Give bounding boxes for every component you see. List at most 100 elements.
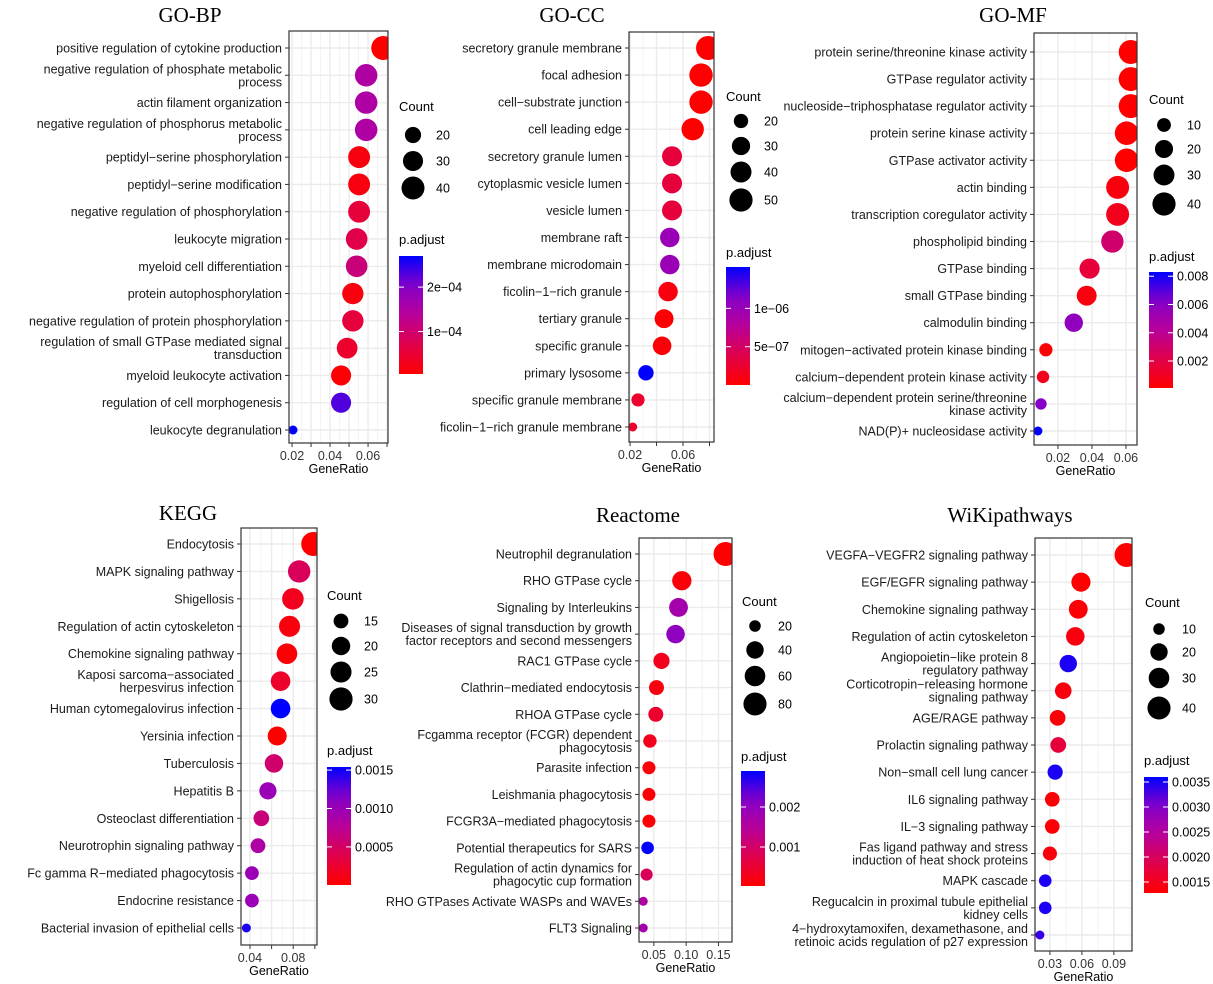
color-legend-label: 0.001 <box>769 841 800 855</box>
data-point <box>1101 230 1124 253</box>
data-point <box>672 571 692 591</box>
y-tick-label: Neurotrophin signaling pathway <box>59 839 235 853</box>
y-tick-label-line: Regulation of actin cytoskeleton <box>852 630 1029 644</box>
x-tick-label: 0.06 <box>1114 451 1138 465</box>
data-point <box>689 90 713 114</box>
y-tick-label-line: phospholipid binding <box>913 235 1027 249</box>
size-legend-key <box>329 687 353 711</box>
y-tick-label-line: Neutrophil degranulation <box>496 548 632 562</box>
colorbar <box>327 767 351 885</box>
y-tick-label: FCGR3A−mediated phagocytosis <box>446 815 632 829</box>
y-tick-label-line: mitogen−activated protein kinase binding <box>800 343 1027 357</box>
y-tick-label: leukocyte degranulation <box>150 424 282 438</box>
y-tick-label: Non−small cell lung cancer <box>878 766 1028 780</box>
y-tick-label: secretory granule membrane <box>462 42 622 56</box>
y-tick-label-line: phagocytosis <box>559 741 632 755</box>
y-tick-label: peptidyl−serine modification <box>127 178 282 192</box>
x-tick-label: 0.06 <box>356 449 380 463</box>
data-point <box>1035 930 1045 940</box>
y-tick-label-line: Endocytosis <box>167 538 234 552</box>
data-point <box>1064 313 1083 332</box>
y-tick-label: transcription coregulator activity <box>851 208 1028 222</box>
data-point <box>241 923 251 933</box>
data-point <box>336 337 358 359</box>
data-point <box>629 422 638 432</box>
size-legend-key <box>1157 118 1171 132</box>
size-legend-key <box>749 620 761 632</box>
size-legend-label: 15 <box>364 615 378 629</box>
y-tick-label-line: phagocytic cup formation <box>493 875 632 889</box>
color-legend-label: 0.002 <box>1177 355 1208 369</box>
y-tick-label-line: actin filament organization <box>137 96 282 110</box>
size-legend-key <box>1153 623 1165 635</box>
size-legend-key <box>331 636 351 656</box>
y-tick-label-line: Prolactin signaling pathway <box>877 739 1029 753</box>
data-point <box>1038 901 1052 915</box>
y-tick-label-line: calmodulin binding <box>923 316 1027 330</box>
y-tick-label-line: GTPase activator activity <box>889 154 1028 168</box>
data-point <box>1076 285 1097 306</box>
x-axis-title: GeneRatio <box>1056 464 1116 478</box>
colorbar <box>1149 272 1173 388</box>
data-point <box>245 893 259 908</box>
y-tick-label: cell leading edge <box>528 123 622 137</box>
size-legend-key <box>1154 139 1174 159</box>
size-legend-title: Count <box>399 99 434 114</box>
panel-reactome: Reactome Neutrophil degranulation RHO GTPa… <box>386 503 800 975</box>
data-point <box>354 118 378 142</box>
y-tick-label-line: myeloid cell differentiation <box>138 260 282 274</box>
y-tick-label-line: nucleoside−triphosphatase regulator acti… <box>783 100 1027 114</box>
data-point <box>1106 175 1130 199</box>
y-tick-label-line: tertiary granule <box>539 312 622 326</box>
data-point <box>641 841 654 855</box>
y-tick-label-line: induction of heat shock proteins <box>852 854 1028 868</box>
color-legend-label: 0.0025 <box>1172 826 1210 840</box>
y-tick-label: phospholipid binding <box>913 235 1027 249</box>
y-tick-label-line: primary lysosome <box>524 366 622 380</box>
y-tick-label-line: FCGR3A−mediated phagocytosis <box>446 815 632 829</box>
y-tick-label-line: Regucalcin in proximal tubule epithelial <box>812 895 1028 909</box>
data-point <box>681 118 704 141</box>
data-point <box>270 698 291 719</box>
data-point <box>1049 710 1066 726</box>
color-legend-label: 1e−04 <box>427 325 462 339</box>
y-tick-label: NAD(P)+ nucleosidase activity <box>859 425 1028 439</box>
y-tick-label-line: Clathrin−mediated endocytosis <box>461 681 632 695</box>
y-tick-label-line: Regulation of actin cytoskeleton <box>58 620 235 634</box>
size-legend-key <box>1148 667 1170 689</box>
y-tick-label: MAPK signaling pathway <box>96 565 235 579</box>
y-tick-label-line: Chemokine signaling pathway <box>862 603 1029 617</box>
plot-border <box>1033 32 1138 446</box>
y-tick-label: RAC1 GTPase cycle <box>517 654 632 668</box>
y-tick-label: GTPase regulator activity <box>887 73 1028 87</box>
panel-title: WiKipathways <box>947 503 1072 527</box>
data-point <box>289 425 298 435</box>
y-tick-label: calcium−dependent protein kinase activit… <box>795 370 1027 384</box>
data-point <box>639 923 648 933</box>
data-point <box>638 365 654 381</box>
data-point <box>662 173 683 194</box>
data-point <box>267 726 287 746</box>
y-tick-label-line: membrane raft <box>541 231 623 245</box>
y-tick-label-line: specific granule membrane <box>472 393 622 407</box>
data-point <box>1054 682 1072 700</box>
y-tick-label: MAPK cascade <box>943 874 1029 888</box>
y-tick-label: Diseases of signal transduction by growt… <box>401 621 632 648</box>
data-point <box>1071 572 1091 592</box>
data-point <box>276 643 298 665</box>
panel-title: GO-CC <box>539 3 604 27</box>
x-tick-label: 0.02 <box>1046 451 1070 465</box>
data-point <box>1068 599 1088 619</box>
size-legend-label: 30 <box>1187 169 1201 183</box>
y-tick-label-line: FLT3 Signaling <box>549 922 632 936</box>
y-tick-label: Parasite infection <box>536 761 632 775</box>
y-tick-label: regulation of small GTPase mediated sign… <box>40 335 282 362</box>
color-legend-title: p.adjust <box>327 743 373 758</box>
y-tick-label-line: AGE/RAGE pathway <box>913 711 1029 725</box>
y-tick-label-line: IL6 signaling pathway <box>908 793 1029 807</box>
y-tick-label-line: Corticotropin−releasing hormone <box>846 678 1028 692</box>
data-point <box>652 336 672 356</box>
data-point <box>660 227 680 248</box>
y-tick-label-line: peptidyl−serine modification <box>127 178 282 192</box>
